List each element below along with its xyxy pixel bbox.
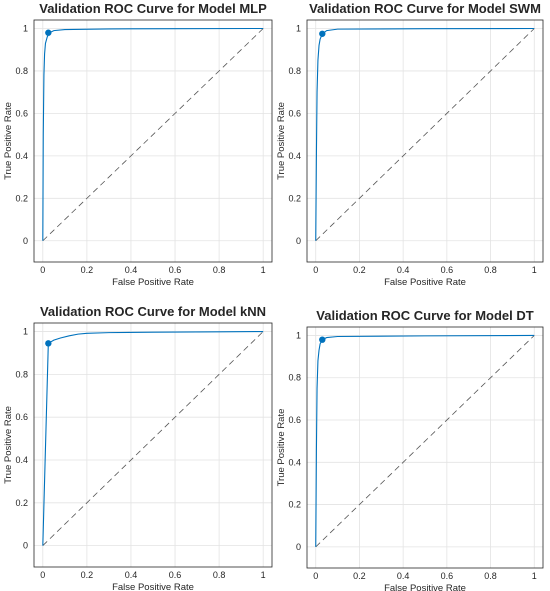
axes-box bbox=[306, 19, 544, 263]
x-axis-label: False Positive Rate bbox=[112, 277, 194, 288]
y-axis-label: True Positive Rate bbox=[3, 102, 14, 180]
x-tick-label: 0.2 bbox=[81, 570, 94, 580]
y-tick-label: 0.2 bbox=[288, 500, 301, 510]
x-tick-label: 0.6 bbox=[441, 571, 454, 581]
operating-point-marker bbox=[45, 29, 52, 36]
axes-box bbox=[33, 19, 273, 263]
x-axis-label: False Positive Rate bbox=[112, 582, 194, 591]
x-tick-label: 0.4 bbox=[397, 571, 410, 581]
random-classifier-diagonal bbox=[315, 335, 535, 548]
y-tick-label: 0.8 bbox=[15, 369, 28, 379]
y-tick-label: 0.8 bbox=[288, 373, 301, 383]
y-tick-label: 0 bbox=[296, 236, 301, 246]
y-tick-label: 0.6 bbox=[15, 412, 28, 422]
y-tick-label: 0.2 bbox=[288, 193, 301, 203]
roc-curve bbox=[315, 334, 535, 547]
x-tick-label: 0.8 bbox=[484, 571, 497, 581]
y-tick-label: 0 bbox=[23, 541, 28, 551]
y-tick-label: 0.4 bbox=[288, 151, 301, 161]
random-classifier-diagonal bbox=[42, 28, 264, 242]
x-axis-label: False Positive Rate bbox=[384, 583, 466, 591]
y-tick-label: 0.2 bbox=[15, 193, 28, 203]
x-tick-label: 0 bbox=[40, 265, 45, 275]
operating-point-marker bbox=[45, 340, 52, 347]
random-classifier-diagonal bbox=[42, 331, 264, 546]
y-tick-label: 0.6 bbox=[288, 108, 301, 118]
chart-title: Validation ROC Curve for Model MLP bbox=[39, 1, 267, 16]
axes-box bbox=[33, 322, 273, 568]
x-tick-label: 0.2 bbox=[353, 571, 366, 581]
x-tick-label: 0.6 bbox=[169, 265, 182, 275]
random-classifier-diagonal bbox=[315, 28, 535, 242]
chart-title: Validation ROC Curve for Model kNN bbox=[40, 304, 266, 319]
roc-panel-4: Validation ROC Curve for Model DT 0 0.2 0.4… bbox=[276, 308, 544, 591]
x-tick-label: 0.2 bbox=[81, 265, 94, 275]
x-tick-label: 1 bbox=[261, 570, 266, 580]
x-axis-label: False Positive Rate bbox=[384, 277, 466, 288]
y-tick-label: 0 bbox=[296, 542, 301, 552]
axes-box bbox=[306, 326, 544, 569]
x-tick-label: 0.4 bbox=[397, 265, 410, 275]
y-tick-label: 0.6 bbox=[15, 108, 28, 118]
y-axis-label: True Positive Rate bbox=[276, 409, 287, 487]
x-tick-label: 0 bbox=[313, 265, 318, 275]
y-tick-label: 0.6 bbox=[288, 415, 301, 425]
y-tick-label: 1 bbox=[23, 327, 28, 337]
x-tick-label: 0.2 bbox=[353, 265, 366, 275]
roc-curve bbox=[42, 331, 264, 546]
y-tick-label: 0.8 bbox=[288, 66, 301, 76]
x-tick-label: 0.8 bbox=[484, 265, 497, 275]
y-tick-label: 0.4 bbox=[15, 151, 28, 161]
x-tick-label: 0.6 bbox=[169, 570, 182, 580]
x-tick-label: 0 bbox=[313, 571, 318, 581]
x-tick-label: 1 bbox=[532, 571, 537, 581]
y-tick-label: 0 bbox=[23, 236, 28, 246]
x-tick-label: 0.4 bbox=[125, 570, 138, 580]
x-tick-label: 0 bbox=[40, 570, 45, 580]
y-axis-label: True Positive Rate bbox=[3, 406, 14, 484]
y-tick-label: 0.4 bbox=[15, 455, 28, 465]
y-tick-label: 1 bbox=[296, 330, 301, 340]
roc-panel-3: Validation ROC Curve for Model kNN 0 0.2 0.… bbox=[3, 304, 273, 591]
x-tick-label: 0.4 bbox=[125, 265, 138, 275]
x-tick-label: 0.6 bbox=[441, 265, 454, 275]
roc-curve bbox=[315, 27, 535, 241]
roc-panel-1: Validation ROC Curve for Model MLP 0 0.2 0.… bbox=[3, 1, 273, 288]
operating-point-marker bbox=[319, 30, 326, 37]
x-tick-label: 0.8 bbox=[213, 570, 226, 580]
roc-panel-2: Validation ROC Curve for Model SWM 0 0.2 0.… bbox=[276, 1, 544, 288]
x-tick-label: 1 bbox=[532, 265, 537, 275]
y-tick-label: 0.4 bbox=[288, 457, 301, 467]
y-axis-label: True Positive Rate bbox=[276, 102, 287, 180]
operating-point-marker bbox=[319, 336, 326, 343]
chart-title: Validation ROC Curve for Model SWM bbox=[309, 1, 541, 16]
y-tick-label: 0.8 bbox=[15, 66, 28, 76]
y-tick-label: 1 bbox=[296, 23, 301, 33]
y-tick-label: 0.2 bbox=[15, 498, 28, 508]
x-tick-label: 0.8 bbox=[213, 265, 226, 275]
x-tick-label: 1 bbox=[261, 265, 266, 275]
chart-title: Validation ROC Curve for Model DT bbox=[316, 308, 533, 323]
y-tick-label: 1 bbox=[23, 23, 28, 33]
